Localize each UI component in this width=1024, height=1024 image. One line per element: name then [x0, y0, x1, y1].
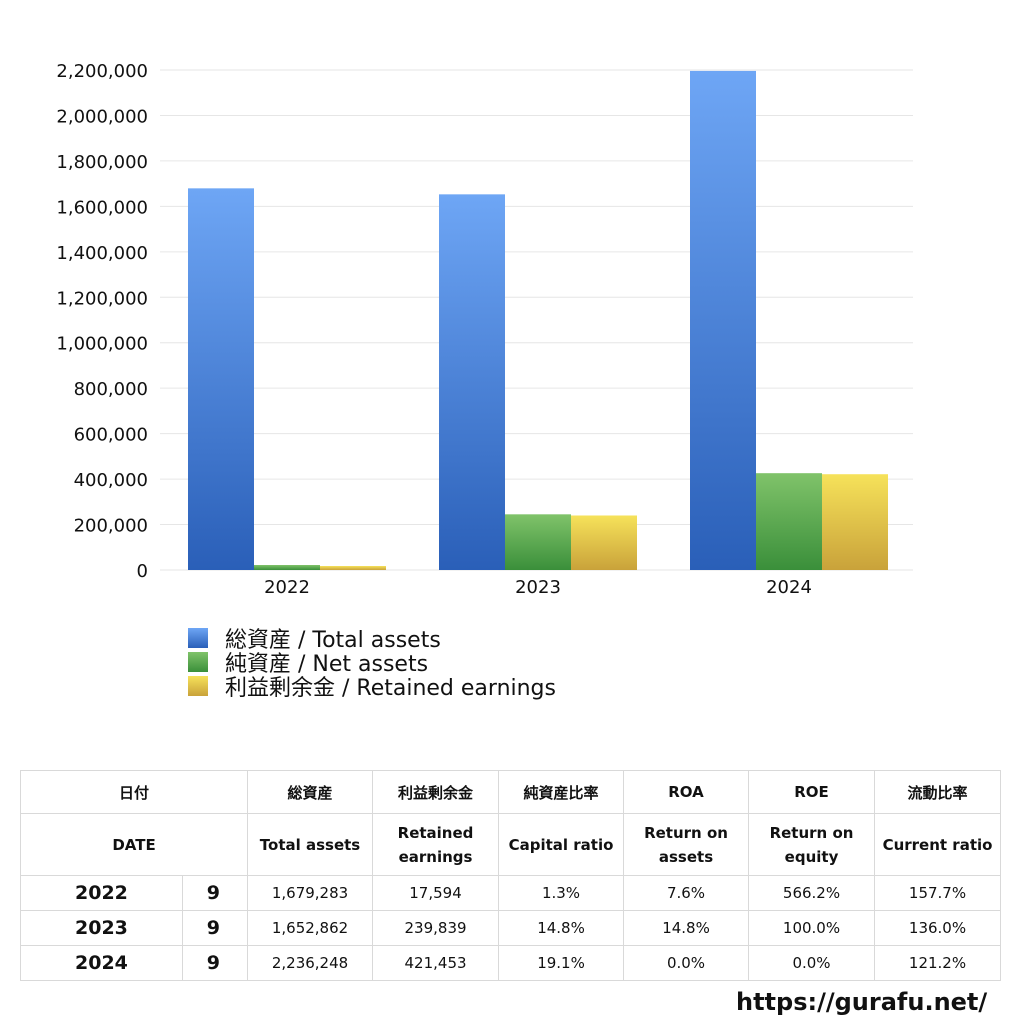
y-tick-label: 800,000: [74, 379, 148, 400]
row-month: 9: [181, 910, 249, 946]
col-header-roe-jp: ROE: [748, 770, 876, 814]
bar-total-assets: [439, 194, 505, 570]
bar-total-assets: [690, 70, 756, 570]
y-tick-label: 200,000: [74, 516, 148, 537]
cell-current-ratio: 157.7%: [874, 875, 1002, 911]
y-tick-label: 2,000,000: [56, 106, 148, 127]
col-header-total-assets-jp: 総資産: [247, 770, 374, 814]
col-header-capital-ratio-jp: 純資産比率: [498, 770, 625, 814]
row-year: 2024: [20, 945, 183, 981]
y-tick-label: 1,200,000: [56, 288, 148, 309]
cell-roe: 100.0%: [748, 910, 876, 946]
site-url-link[interactable]: https://gurafu.net/: [736, 988, 988, 1016]
cell-current-ratio: 121.2%: [874, 945, 1002, 981]
cell-retained-earnings: 239,839: [372, 910, 500, 946]
cell-total-assets: 1,652,862: [247, 910, 374, 946]
cell-capital-ratio: 1.3%: [498, 875, 625, 911]
row-month: 9: [181, 945, 249, 981]
col-header-current-ratio-jp: 流動比率: [874, 770, 1002, 814]
bar-chart: 0 200,000 400,000 600,000 800,000 1,000,000 1,…: [56, 61, 913, 598]
cell-roa: 14.8%: [623, 910, 750, 946]
x-tick-label: 2024: [766, 577, 812, 598]
col-header-roa-en: Return on assets: [623, 813, 750, 876]
y-tick-label: 1,400,000: [56, 243, 148, 264]
legend-swatch-total-assets: [188, 628, 208, 648]
table-row: 2024 9 2,236,248 421,453 19.1% 0.0% 0.0%…: [20, 945, 1002, 981]
legend-item-net-assets: 純資産 / Net assets: [188, 650, 556, 677]
y-tick-label: 0: [137, 561, 148, 582]
bar-retained-earnings: [822, 474, 888, 570]
cell-roe: 566.2%: [748, 875, 876, 911]
table-header-en: DATE Total assets Retained earnings Capi…: [19, 813, 1002, 876]
cell-current-ratio: 136.0%: [874, 910, 1002, 946]
cell-capital-ratio: 19.1%: [498, 945, 625, 981]
cell-roa: 0.0%: [623, 945, 750, 981]
bar-retained-earnings: [320, 566, 386, 570]
col-header-current-ratio-en: Current ratio: [874, 813, 1002, 876]
y-tick-label: 1,800,000: [56, 152, 148, 173]
y-tick-label: 600,000: [74, 425, 148, 446]
legend-label-net-assets: 純資産 / Net assets: [225, 652, 429, 677]
bar-total-assets: [188, 188, 254, 570]
bar-net-assets: [505, 514, 571, 570]
col-header-retained-earnings-jp: 利益剰余金: [372, 770, 500, 814]
legend-item-retained-earnings: 利益剰余金 / Retained earnings: [188, 674, 556, 701]
col-header-retained-earnings-en: Retained earnings: [372, 813, 500, 876]
x-tick-label: 2023: [515, 577, 561, 598]
row-year: 2023: [20, 910, 183, 946]
col-header-date-jp: 日付: [19, 770, 249, 814]
legend-label-retained-earnings: 利益剰余金 / Retained earnings: [225, 676, 556, 701]
y-tick-label: 1,000,000: [56, 334, 148, 355]
cell-total-assets: 1,679,283: [247, 875, 374, 911]
financial-table: 日付 総資産 利益剰余金 純資産比率 ROA ROE 流動比率 DATE Tot…: [19, 770, 1002, 981]
x-tick-label: 2022: [264, 577, 310, 598]
legend-label-total-assets: 総資産 / Total assets: [225, 628, 441, 653]
bar-retained-earnings: [571, 515, 637, 570]
col-header-roe-en: Return on equity: [748, 813, 876, 876]
cell-retained-earnings: 17,594: [372, 875, 500, 911]
table-row: 2023 9 1,652,862 239,839 14.8% 14.8% 100…: [20, 910, 1002, 946]
cell-total-assets: 2,236,248: [247, 945, 374, 981]
legend-swatch-retained-earnings: [188, 676, 208, 696]
row-month: 9: [181, 875, 249, 911]
row-year: 2022: [20, 875, 183, 911]
legend-item-total-assets: 総資産 / Total assets: [188, 626, 556, 653]
bar-net-assets: [254, 565, 320, 570]
cell-capital-ratio: 14.8%: [498, 910, 625, 946]
cell-retained-earnings: 421,453: [372, 945, 500, 981]
y-tick-label: 400,000: [74, 470, 148, 491]
col-header-date-en: DATE: [19, 813, 249, 876]
bar-net-assets: [756, 473, 822, 570]
chart-legend: 総資産 / Total assets 純資産 / Net assets 利益剰余…: [188, 626, 556, 701]
table-header-jp: 日付 総資産 利益剰余金 純資産比率 ROA ROE 流動比率: [19, 770, 1002, 814]
col-header-roa-jp: ROA: [623, 770, 750, 814]
col-header-total-assets-en: Total assets: [247, 813, 374, 876]
y-tick-label: 1,600,000: [56, 197, 148, 218]
cell-roe: 0.0%: [748, 945, 876, 981]
table-row: 2022 9 1,679,283 17,594 1.3% 7.6% 566.2%…: [20, 875, 1002, 911]
y-tick-label: 2,200,000: [56, 61, 148, 82]
col-header-capital-ratio-en: Capital ratio: [498, 813, 625, 876]
cell-roa: 7.6%: [623, 875, 750, 911]
legend-swatch-net-assets: [188, 652, 208, 672]
